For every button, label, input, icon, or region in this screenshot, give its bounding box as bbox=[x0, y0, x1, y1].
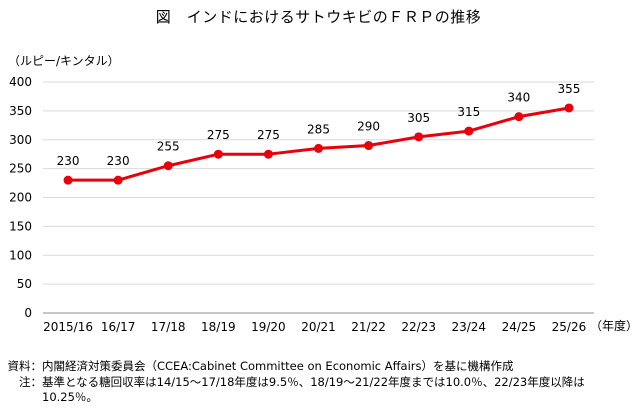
note-label: 注： bbox=[19, 374, 42, 389]
data-label: 230 bbox=[107, 154, 130, 168]
data-label: 275 bbox=[257, 128, 280, 142]
source-label: 資料： bbox=[7, 359, 43, 373]
x-tick-label: 19/20 bbox=[251, 320, 286, 334]
data-point bbox=[263, 149, 273, 159]
data-point bbox=[63, 175, 73, 185]
data-point bbox=[163, 161, 173, 171]
y-tick-label: 150 bbox=[9, 219, 32, 233]
data-point bbox=[314, 143, 323, 153]
y-tick-label: 200 bbox=[9, 191, 32, 205]
x-tick-label: 2015/16 bbox=[43, 320, 93, 334]
x-axis-label: （年度） bbox=[590, 318, 637, 333]
source-note: 資料： 内閣経済対策委員会（CCEA:Cabinet Committee on … bbox=[6, 359, 632, 375]
data-point bbox=[464, 126, 474, 136]
source-text: 内閣経済対策委員会（CCEA:Cabinet Committee on Econ… bbox=[42, 359, 514, 373]
data-label: 305 bbox=[407, 111, 430, 125]
data-label: 340 bbox=[507, 91, 530, 105]
y-tick-label: 50 bbox=[17, 277, 32, 291]
data-label: 255 bbox=[157, 140, 180, 154]
y-tick-label: 100 bbox=[9, 248, 32, 262]
data-label: 230 bbox=[57, 154, 80, 168]
data-label: 275 bbox=[207, 128, 230, 142]
data-labels: 230 230 255 275 275 285 290 305 315 340 355 bbox=[57, 82, 581, 168]
x-tick-label: 25/26 bbox=[552, 320, 587, 334]
data-points bbox=[63, 103, 574, 185]
data-point bbox=[514, 112, 524, 122]
data-point bbox=[113, 175, 123, 185]
y-tick-label: 350 bbox=[9, 104, 32, 118]
data-label: 315 bbox=[457, 105, 480, 119]
data-point bbox=[564, 103, 574, 113]
y-tick-label: 300 bbox=[9, 133, 32, 147]
data-point bbox=[364, 141, 374, 151]
y-axis-unit-label: （ルピー/キンタル） bbox=[8, 54, 120, 68]
data-point bbox=[414, 132, 424, 142]
x-tick-label: 22/23 bbox=[401, 320, 436, 334]
chart-title: 図 インドにおけるサトウキビのＦＲＰの推移 bbox=[155, 8, 482, 26]
footnotes: 資料： 内閣経済対策委員会（CCEA:Cabinet Committee on … bbox=[6, 359, 632, 406]
x-tick-label: 16/17 bbox=[101, 320, 136, 334]
data-label: 355 bbox=[558, 82, 581, 96]
x-tick-label: 21/22 bbox=[351, 320, 386, 334]
data-point bbox=[213, 149, 223, 159]
x-tick-label: 17/18 bbox=[151, 320, 186, 334]
y-tick-label: 400 bbox=[9, 75, 32, 89]
note-text: 基準となる糖回収率は14/15～17/18年度は9.5％、18/19～21/22… bbox=[42, 374, 585, 405]
x-tick-label: 23/24 bbox=[451, 320, 486, 334]
x-tick-label: 18/19 bbox=[201, 320, 236, 334]
gridlines bbox=[43, 81, 594, 285]
data-label: 285 bbox=[307, 122, 330, 136]
x-tick-labels: 2015/16 16/17 17/18 18/19 19/20 20/21 21/22 22/… bbox=[43, 320, 586, 334]
y-tick-labels: 0 50 100 150 200 250 300 350 400 bbox=[9, 75, 32, 320]
x-tick-label: 20/21 bbox=[301, 320, 336, 334]
y-tick-label: 250 bbox=[9, 162, 32, 176]
y-tick-label: 0 bbox=[24, 306, 32, 320]
x-tick-label: 24/25 bbox=[502, 320, 537, 334]
data-label: 290 bbox=[357, 120, 380, 134]
footnote: 注： 基準となる糖回収率は14/15～17/18年度は9.5％、18/19～21… bbox=[6, 375, 632, 406]
